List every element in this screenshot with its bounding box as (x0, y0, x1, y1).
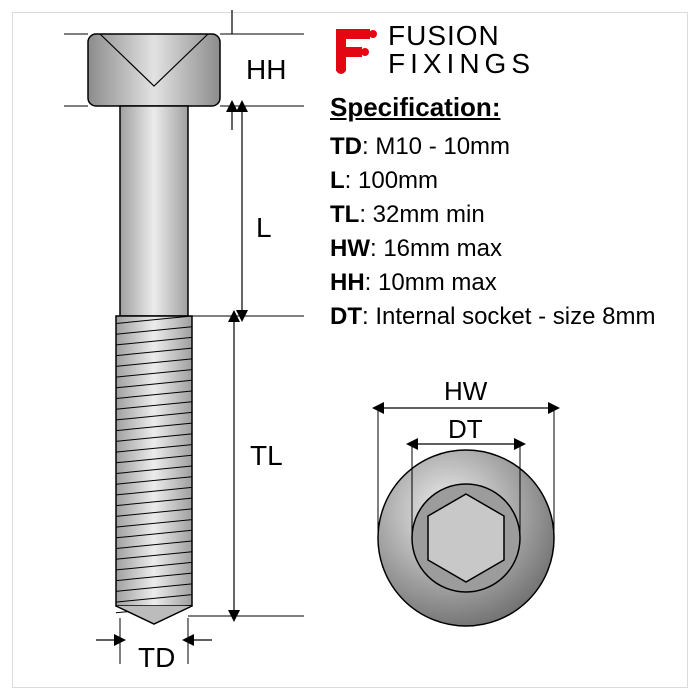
brand-line2: FIXINGS (388, 50, 535, 78)
spec-row: DT: Internal socket - size 8mm (330, 303, 655, 331)
spec-row: TL: 32mm min (330, 201, 655, 229)
dim-label-hh: HH (246, 54, 286, 86)
brand-line1: FUSION (388, 22, 535, 50)
spec-row: TD: M10 - 10mm (330, 133, 655, 161)
dim-label-td: TD (138, 642, 175, 674)
brand-f-icon (330, 25, 380, 75)
bolt-side-view (0, 0, 320, 700)
brand-logo: FUSION FIXINGS (330, 22, 535, 78)
dim-label-l: L (256, 212, 272, 244)
dim-label-tl: TL (250, 440, 283, 472)
dim-label-dt: DT (448, 414, 483, 445)
spec-title: Specification: (330, 92, 655, 123)
specification-block: Specification: TD: M10 - 10mm L: 100mm T… (330, 92, 655, 337)
spec-row: HH: 10mm max (330, 269, 655, 297)
spec-row: L: 100mm (330, 167, 655, 195)
spec-row: HW: 16mm max (330, 235, 655, 263)
brand-text: FUSION FIXINGS (388, 22, 535, 78)
dim-label-hw: HW (444, 376, 487, 407)
